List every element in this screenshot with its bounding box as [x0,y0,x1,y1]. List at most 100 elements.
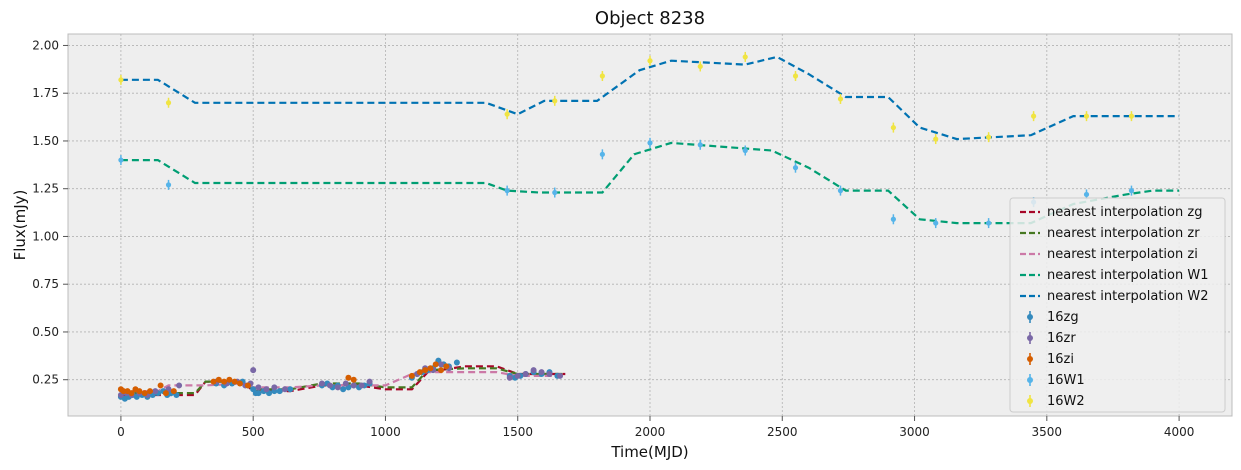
legend-label: 16zg [1047,310,1079,325]
x-tick-label: 3000 [899,425,930,439]
data-point [890,216,896,222]
data-point [504,188,510,194]
y-tick-label: 1.00 [32,229,59,243]
data-point [128,390,135,397]
data-point [438,361,445,368]
data-point [552,98,558,104]
data-point [443,363,450,370]
legend-marker-swatch [1027,377,1033,383]
series-16W2 [118,51,1135,145]
data-point [427,365,434,372]
data-point [1083,191,1090,198]
data-point [890,124,896,131]
legend-label: 16zr [1047,331,1076,346]
legend-marker-swatch [1027,335,1033,341]
data-point [506,374,513,381]
x-tick-label: 2000 [635,425,666,439]
data-point [244,382,251,389]
data-point [147,388,154,395]
data-point [546,370,553,377]
data-point [557,372,564,379]
y-axis-ticks: 0.25 0.50 0.75 1.00 1.25 1.50 1.75 2.00 [32,38,68,387]
x-tick-label: 2500 [767,425,798,439]
interpolation-lines [120,55,1180,397]
x-tick-label: 3500 [1032,425,1063,439]
y-tick-label: 1.50 [32,134,59,148]
data-point [552,189,558,196]
x-tick-label: 0 [117,425,125,439]
data-point [514,372,521,379]
data-point [165,182,172,188]
chart-title: Object 8238 [595,8,705,29]
data-point [366,378,373,385]
legend-label: nearest interpolation zg [1047,205,1202,220]
data-point [986,220,992,226]
legend-label: 16W2 [1047,394,1085,409]
data-point [837,96,844,102]
interpolation-line-3 [120,141,1180,225]
data-point [226,376,233,383]
data-point [118,157,124,163]
data-point [271,384,278,391]
data-point [358,382,365,389]
data-point [522,370,529,377]
data-point [318,380,325,387]
data-point [647,58,653,64]
data-point [647,140,653,146]
legend-marker-swatch [1027,398,1033,404]
legend: nearest interpolation zg nearest interpol… [1009,197,1226,413]
data-point [986,134,992,140]
observation-points [117,51,1135,402]
data-point [742,147,748,154]
data-point [342,380,349,387]
data-point [408,372,415,379]
legend-box [1009,197,1226,413]
x-tick-label: 4000 [1164,425,1195,439]
x-tick-label: 500 [242,425,265,439]
data-point [215,376,222,383]
data-point [281,386,288,393]
interpolation-line-4 [120,55,1180,141]
legend-label: nearest interpolation W2 [1047,289,1209,304]
y-tick-label: 1.25 [32,182,59,196]
legend-label: nearest interpolation W1 [1047,268,1209,283]
data-point [250,367,257,374]
data-point [162,390,169,397]
data-point [792,73,799,79]
data-point [1083,113,1090,119]
x-tick-label: 1500 [502,425,533,439]
data-point [345,374,352,381]
data-point [157,382,164,389]
data-point [933,136,939,142]
data-point [453,359,460,366]
data-point [170,388,177,395]
data-point [599,151,605,157]
legend-marker-swatch [1027,356,1033,362]
data-point [210,378,217,385]
data-point [438,367,445,374]
data-point [236,380,243,387]
legend-label: nearest interpolation zi [1047,247,1198,262]
data-point [263,386,270,393]
data-point [255,384,262,391]
data-point [422,367,429,374]
data-point [530,367,537,374]
data-point [1128,113,1135,119]
x-tick-label: 1000 [370,425,401,439]
x-axis-ticks: 0 500 1000 1500 2000 2500 3000 3500 4000 [117,416,1194,439]
data-point [165,100,172,106]
data-point [334,384,341,391]
data-point [416,369,423,376]
data-point [1030,113,1037,119]
data-point [697,142,703,148]
data-point [231,378,238,385]
data-point [599,73,605,79]
legend-label: 16W1 [1047,373,1085,388]
data-point [340,386,347,393]
data-point [350,382,357,389]
data-point [837,188,844,194]
legend-label: nearest interpolation zr [1047,226,1200,241]
interpolation-line-1 [120,367,566,395]
data-point [287,386,294,393]
